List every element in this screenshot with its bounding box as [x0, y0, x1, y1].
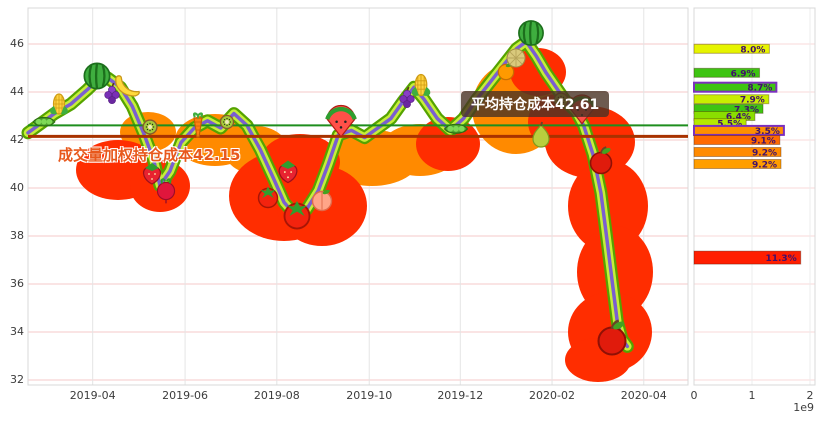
strawberry-icon: [142, 163, 162, 185]
distribution-bar: [693, 147, 782, 157]
distribution-bar: [693, 250, 802, 265]
price-plot-frame: [27, 7, 689, 386]
y-axis-tick: 44: [10, 85, 24, 98]
distribution-bar: [693, 43, 770, 54]
bar-percent-label: 3.5%: [755, 127, 780, 137]
volume-axis-unit-label: 1e9: [793, 401, 814, 414]
y-axis-tick: 46: [10, 37, 24, 50]
kiwi-icon: [219, 114, 235, 130]
watermelon-icon: [518, 20, 544, 46]
distribution-bar: [693, 124, 785, 136]
x-axis-tick: 2019-04: [69, 389, 116, 402]
grapes-icon: [399, 86, 415, 109]
distribution-bar: [693, 159, 782, 169]
vwap-cost-label: 成交量加权持仓成本42.15: [58, 146, 241, 164]
distribution-bar: [693, 135, 781, 145]
volume-plot-frame: [693, 7, 816, 386]
x-axis-tick: 2020-02: [529, 389, 576, 402]
kiwi-icon: [142, 119, 158, 135]
corn-icon: [411, 73, 431, 97]
strawberry-icon: [278, 160, 298, 184]
tomato-icon: [283, 201, 311, 230]
peas-icon: [32, 116, 56, 127]
bar-percent-label: 7.3%: [734, 105, 759, 115]
x-axis-tick: 2020-04: [620, 389, 667, 402]
y-axis-tick: 32: [10, 373, 24, 386]
corn-icon: [50, 93, 68, 115]
bar-percent-label: 8.7%: [747, 84, 772, 94]
x-axis-tick: 2019-08: [253, 389, 300, 402]
banana-icon: [115, 75, 140, 97]
bar-percent-label: 9.1%: [751, 137, 776, 147]
bar-percent-label: 9.2%: [752, 161, 777, 171]
volume-axis-tick: 2: [806, 389, 814, 402]
avg-cost-label: 平均持仓成本42.61: [461, 91, 610, 117]
pear-icon: [532, 121, 550, 148]
melon-icon: [506, 48, 526, 68]
volume-axis-tick: 0: [690, 389, 698, 402]
x-axis-tick: 2019-06: [162, 389, 209, 402]
bar-percent-label: 8.0%: [740, 45, 765, 55]
bar-percent-label: 7.9%: [740, 96, 765, 106]
watermelon-icon: [83, 62, 111, 90]
volume-axis-tick: 1: [748, 389, 756, 402]
bar-percent-label: 5.5%: [717, 120, 742, 130]
orange-icon: [497, 63, 515, 81]
tomato-icon: [257, 186, 279, 209]
bar-percent-label: 11.3%: [765, 254, 796, 264]
watermelon-slice-icon: [325, 104, 357, 138]
grapes-icon: [104, 82, 120, 105]
bar-percent-label: 6.4%: [726, 113, 751, 123]
radish-icon: [156, 178, 176, 204]
apple-icon: [589, 146, 613, 175]
x-axis-tick: 2019-10: [346, 389, 393, 402]
y-axis-tick: 34: [10, 325, 24, 338]
distribution-bar: [693, 67, 761, 78]
apple-icon: [597, 319, 627, 356]
distribution-bar: [693, 81, 778, 93]
carrot-icon: [192, 112, 204, 138]
peach-icon: [311, 189, 333, 212]
distribution-bar: [693, 94, 770, 105]
y-axis-tick: 42: [10, 133, 24, 146]
bar-percent-label: 9.2%: [752, 149, 777, 159]
peas-icon: [443, 123, 469, 134]
y-axis-tick: 38: [10, 229, 24, 242]
y-axis-tick: 36: [10, 277, 24, 290]
y-axis-tick: 40: [10, 181, 24, 194]
bar-percent-label: 6.9%: [731, 69, 756, 79]
x-axis-tick: 2019-12: [437, 389, 484, 402]
